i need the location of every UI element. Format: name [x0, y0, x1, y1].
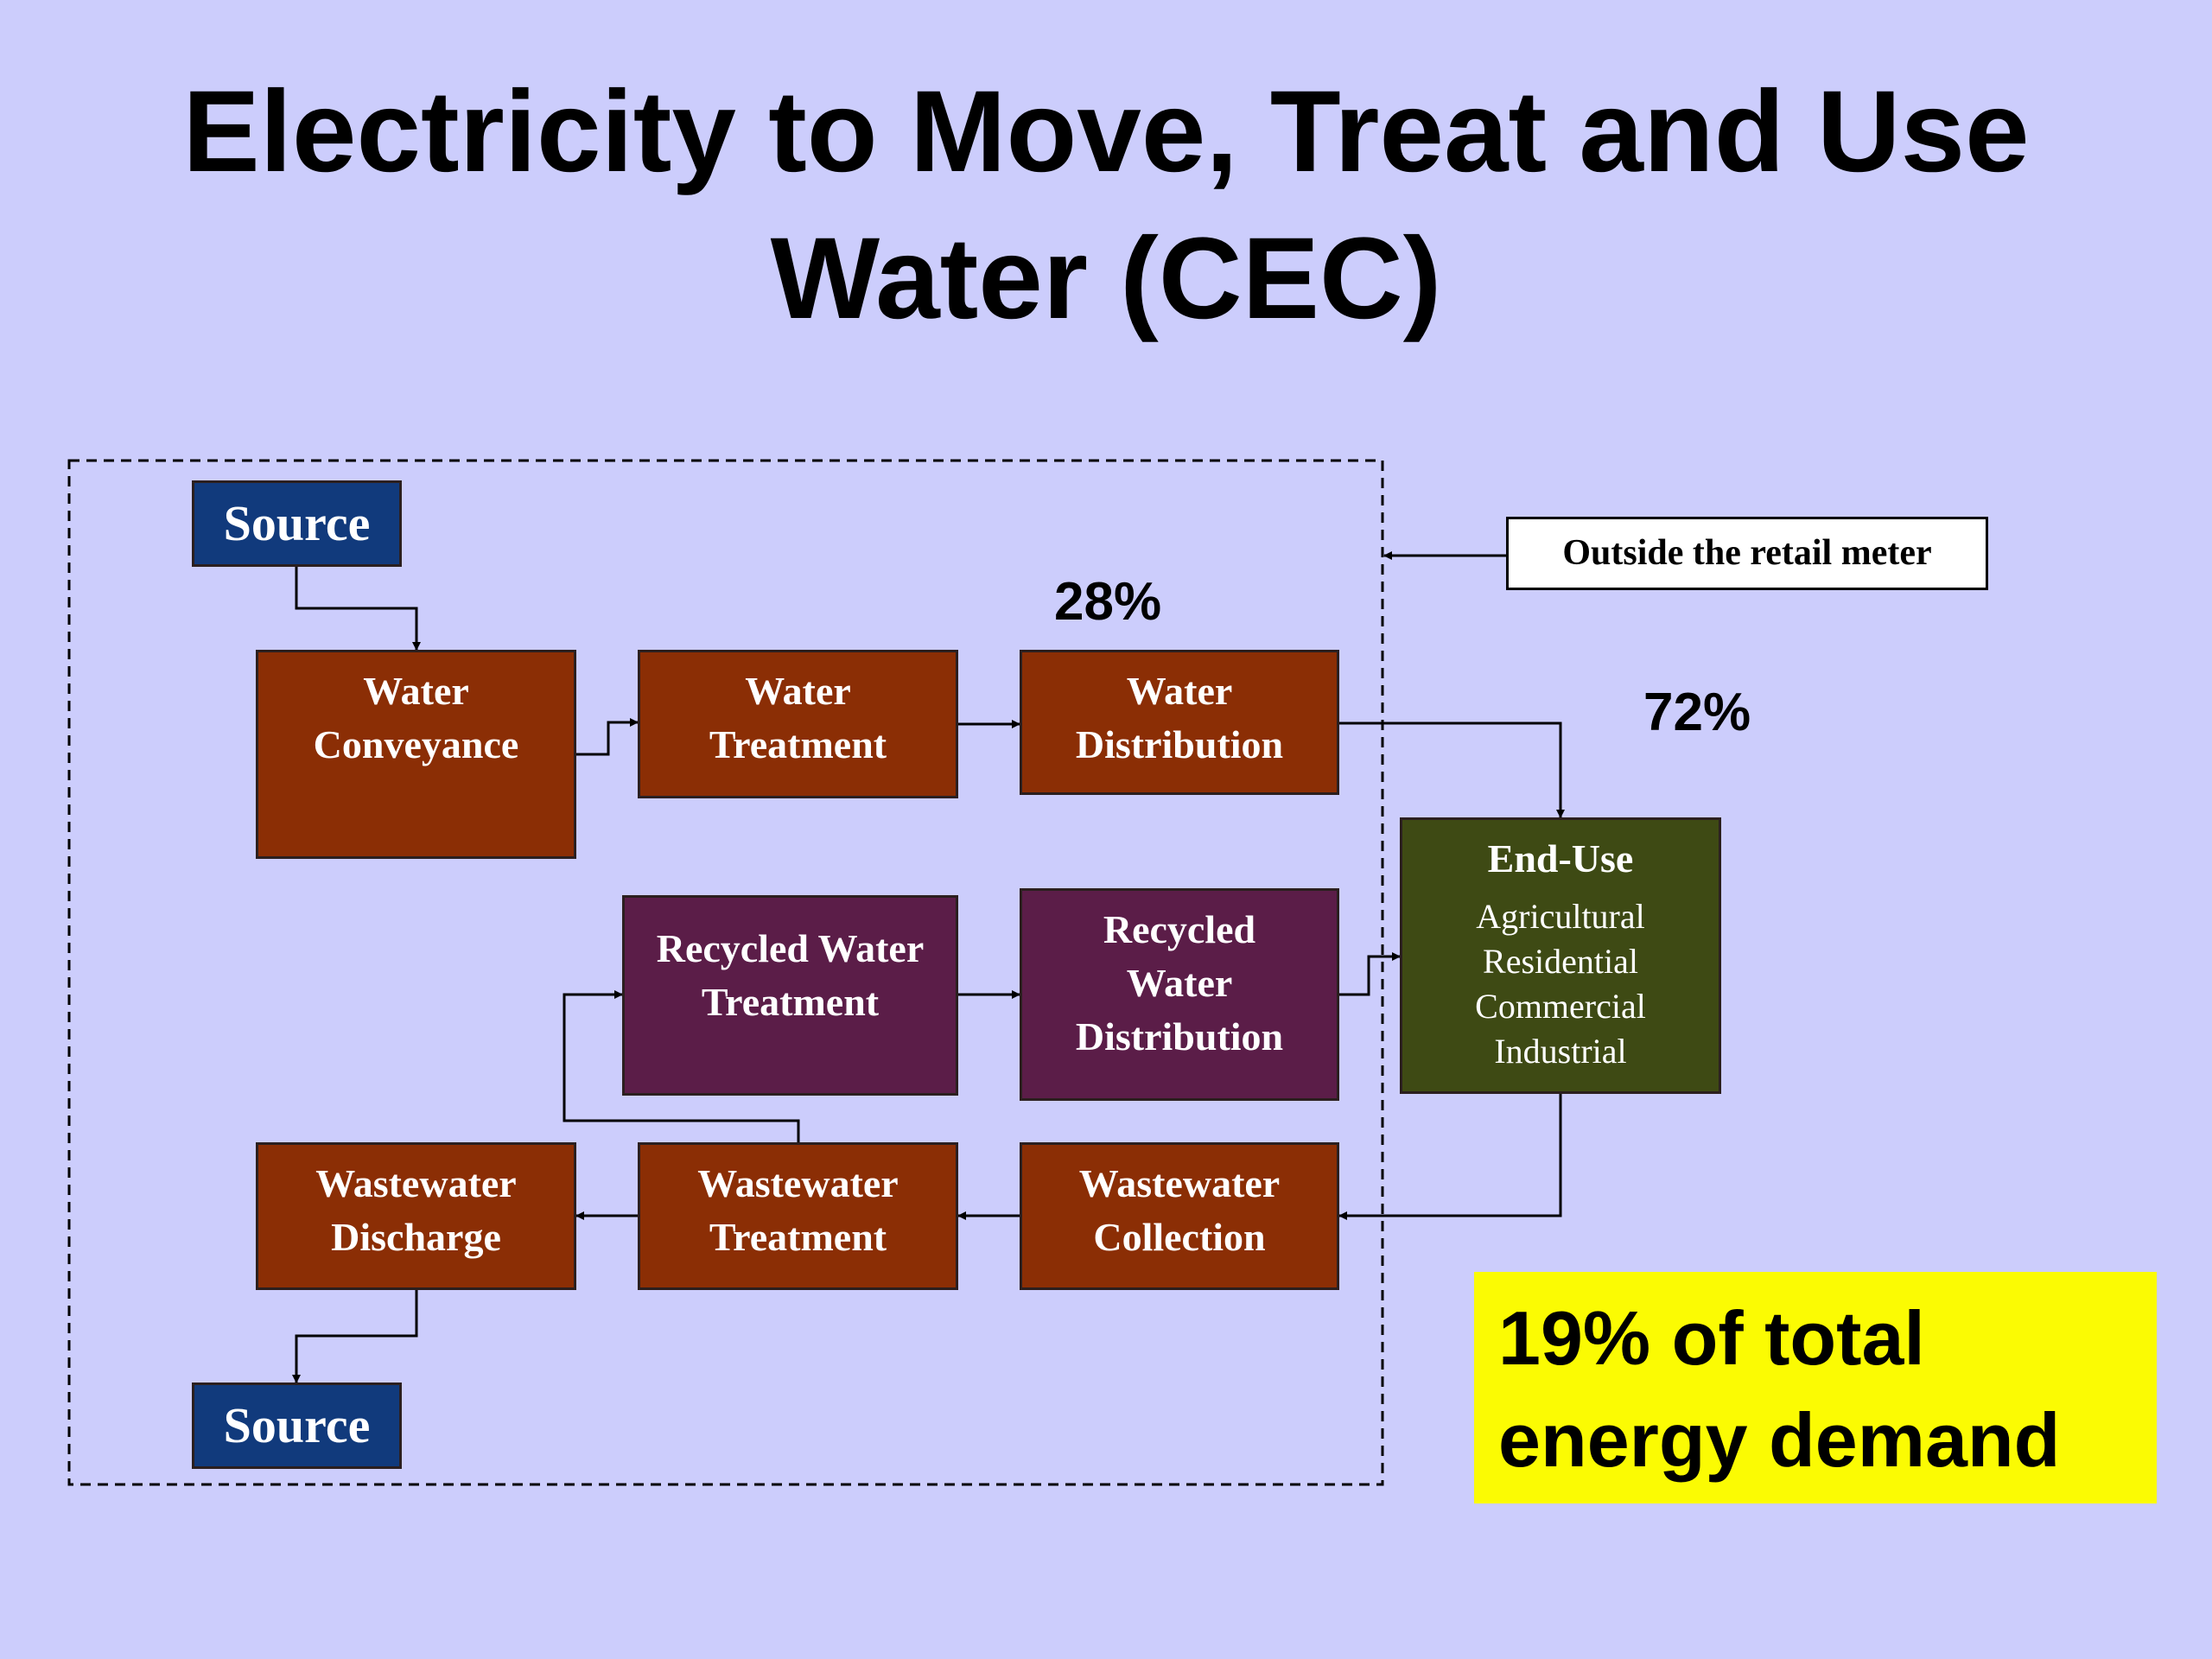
outside-retail-meter-note: Outside the retail meter [1506, 517, 1988, 590]
arrow-recycled-distribution-to-enduse [1339, 952, 1401, 996]
arrow-conveyance-to-treatment [576, 718, 639, 756]
arrow-discharge-to-source [292, 1290, 418, 1383]
recycled-water-distribution-label-1: Recycled [1103, 907, 1256, 951]
water-distribution-label-1: Water [1126, 669, 1233, 713]
recycled-water-treatment-label-1: Recycled Water [656, 926, 925, 970]
water-conveyance-label-2: Conveyance [313, 722, 519, 766]
wastewater-collection-label-2: Collection [1093, 1215, 1266, 1259]
wastewater-treatment-node: Wastewater Treatment [638, 1142, 958, 1290]
water-treatment-node: Water Treatment [638, 650, 958, 798]
recycled-water-treatment-node: Recycled Water Treatment [622, 895, 958, 1096]
energy-demand-callout: 19% of total energy demand [1474, 1272, 2157, 1503]
arrow-enduse-to-collection [1338, 1094, 1562, 1220]
slide-title-line-1: Electricity to Move, Treat and Use [182, 67, 2030, 196]
wastewater-collection-node: Wastewater Collection [1020, 1142, 1339, 1290]
end-use-item-agricultural: Agricultural [1476, 897, 1645, 936]
source-top-label: Source [223, 495, 371, 551]
water-treatment-label-1: Water [745, 669, 851, 713]
retail-boundary-dashed [67, 459, 1384, 1486]
end-use-item-commercial: Commercial [1475, 987, 1646, 1026]
water-distribution-node: Water Distribution [1020, 650, 1339, 795]
slide-title: Electricity to Move, Treat and Use Water… [0, 59, 2212, 353]
wastewater-discharge-label-2: Discharge [331, 1215, 501, 1259]
end-use-item-industrial: Industrial [1494, 1032, 1627, 1071]
percent-end-use: 72% [1643, 683, 1751, 742]
percent-outside-meter: 28% [1054, 572, 1162, 632]
water-conveyance-node: Water Conveyance [256, 650, 576, 859]
wastewater-collection-label-1: Wastewater [1078, 1161, 1281, 1205]
arrow-source-to-conveyance [295, 567, 421, 651]
end-use-title: End-Use [1487, 836, 1634, 880]
energy-callout-line-2: energy demand [1498, 1397, 2061, 1483]
recycled-water-distribution-label-3: Distribution [1075, 1014, 1284, 1058]
end-use-node: End-Use Agricultural Residential Commerc… [1400, 817, 1721, 1094]
energy-callout-line-1: 19% of total [1498, 1295, 1925, 1381]
recycled-water-distribution-label-2: Water [1126, 961, 1233, 1005]
water-treatment-label-2: Treatment [709, 722, 887, 766]
water-distribution-label-2: Distribution [1075, 722, 1284, 766]
wastewater-discharge-label-1: Wastewater [315, 1161, 517, 1205]
wastewater-treatment-label-1: Wastewater [697, 1161, 899, 1205]
source-top-node: Source [192, 480, 402, 567]
recycled-water-distribution-node: Recycled Water Distribution [1020, 888, 1339, 1101]
slide-title-line-2: Water (CEC) [770, 214, 1442, 343]
arrow-distribution-to-enduse [1339, 721, 1565, 818]
arrow-wastewater-treatment-to-recycled [563, 990, 800, 1142]
water-conveyance-label-1: Water [363, 669, 469, 713]
end-use-item-residential: Residential [1483, 942, 1638, 981]
source-bottom-label: Source [223, 1397, 371, 1453]
source-bottom-node: Source [192, 1382, 402, 1469]
wastewater-discharge-node: Wastewater Discharge [256, 1142, 576, 1290]
wastewater-treatment-label-2: Treatment [709, 1215, 887, 1259]
recycled-water-treatment-label-2: Treatment [701, 980, 880, 1024]
